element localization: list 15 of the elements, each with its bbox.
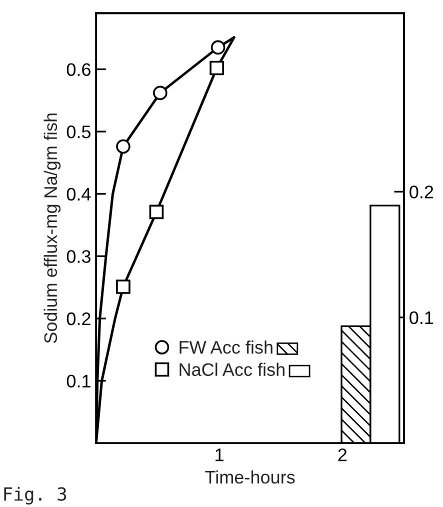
y-tick-label: 0.3 (66, 250, 90, 263)
y2-tick-label: 0.2 (410, 186, 434, 198)
x-axis-title: Time-hours (205, 470, 295, 484)
y-tick-label: 0.4 (66, 188, 91, 201)
y-axis-title: Sodium efflux-mg Na/gm fish (44, 114, 61, 344)
y-tick-label: 0.5 (66, 126, 91, 138)
y2-tick-label: 0.1 (410, 311, 434, 324)
caption: Fig. 3 (4, 486, 66, 504)
x-tick-label: 2 (338, 448, 347, 462)
y-tick-label: 0.1 (66, 374, 90, 388)
legend-label: FW Acc fish (180, 340, 272, 354)
legend-label: NaCl Acc fish (180, 362, 284, 376)
y-tick-label: 0.6 (66, 63, 90, 76)
x-tick-label: 1 (216, 448, 224, 462)
y-tick-label: 0.2 (66, 312, 90, 326)
